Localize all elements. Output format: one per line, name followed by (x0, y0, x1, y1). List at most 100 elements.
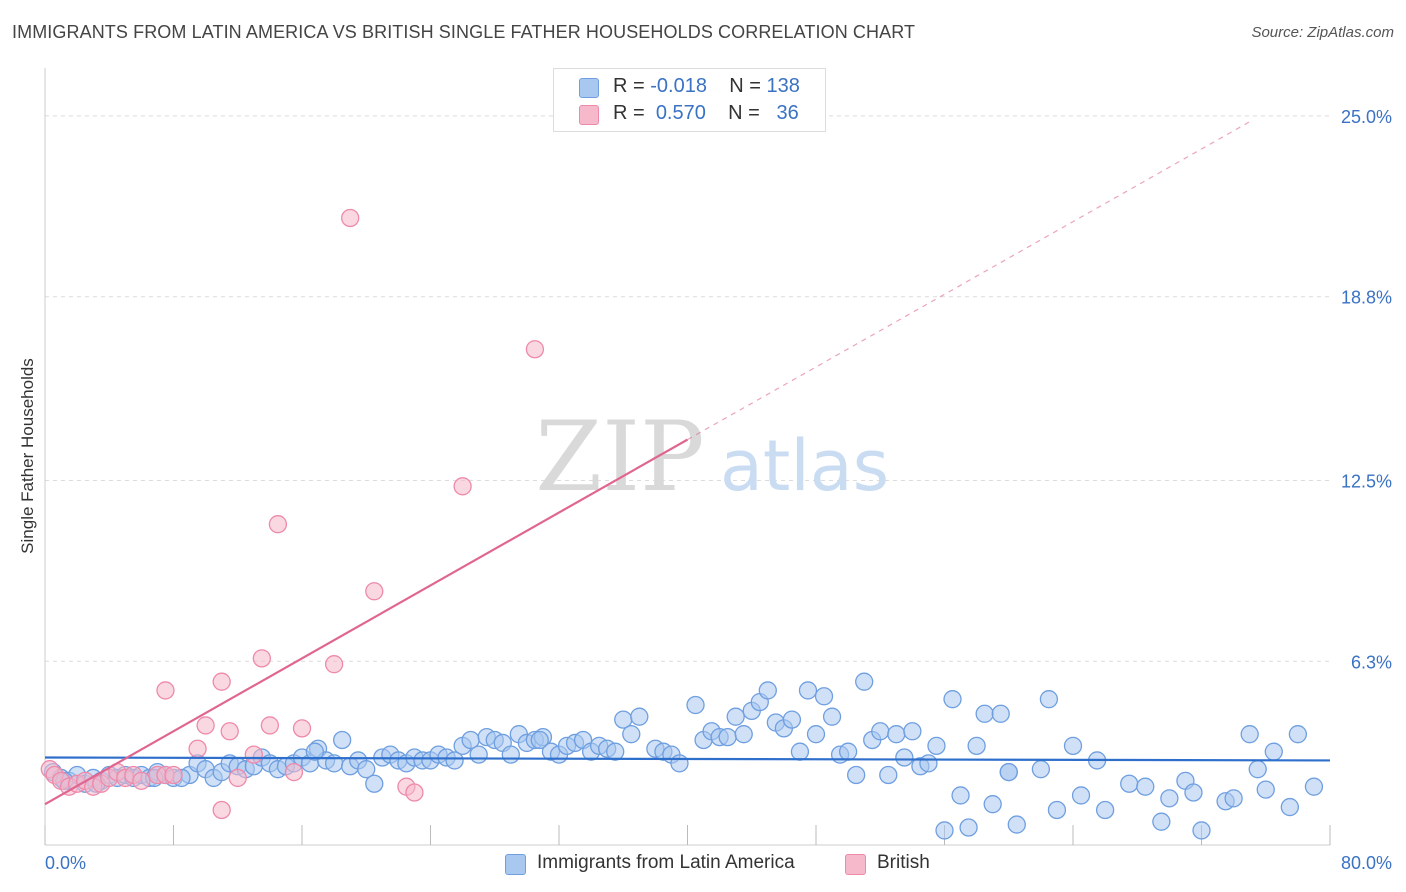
legend-swatch-latin-america (579, 78, 599, 98)
latin-america-point (670, 754, 689, 773)
latin-america-point (1136, 777, 1155, 796)
british-trendline-extension (687, 121, 1250, 441)
latin-america-point (983, 795, 1002, 814)
latin-america-point (991, 704, 1010, 723)
latin-america-point (1152, 812, 1171, 831)
latin-america-point (1120, 774, 1139, 793)
legend-r-label: R = (613, 75, 645, 97)
latin-america-point (927, 736, 946, 755)
latin-america-point (606, 742, 625, 761)
legend-r-value: 0.570 (655, 102, 706, 124)
latin-america-point (838, 742, 858, 761)
latin-america-point (975, 704, 994, 723)
latin-america-point (1184, 783, 1203, 802)
british-point (164, 765, 183, 785)
latin-america-point (1288, 725, 1308, 744)
british-point (132, 771, 151, 790)
watermark-zip: ZIP (535, 401, 704, 513)
latin-america-point (357, 760, 376, 779)
latin-america-point (718, 727, 737, 747)
latin-america-point (790, 742, 810, 761)
tick-labels: 6.3% 12.5% 18.8% 25.0% 0.0% 80.0% (45, 107, 1392, 873)
legend-n-value: 138 (766, 75, 800, 97)
latin-america-point (1031, 760, 1051, 779)
legend-n-value: 36 (776, 102, 799, 124)
y-tick-label: 18.8% (1341, 288, 1392, 308)
latin-america-point (686, 695, 705, 715)
latin-america-point (887, 725, 906, 744)
latin-america-point (951, 786, 970, 805)
latin-america-point (734, 725, 753, 744)
british-point (525, 340, 545, 359)
british-point (284, 762, 304, 782)
latin-america-point (622, 725, 641, 744)
latin-america-point (1224, 789, 1243, 808)
latin-america-point (365, 774, 384, 793)
latin-america-point (1248, 760, 1267, 779)
y-tick-label: 12.5% (1341, 471, 1392, 491)
legend-r-label: R = (613, 102, 645, 124)
latin-america-point (782, 710, 802, 729)
british-point (260, 716, 280, 735)
legend-label-latin-america: Immigrants from Latin America (537, 852, 795, 873)
latin-america-point (1007, 815, 1026, 834)
axis-layer (44, 68, 1331, 846)
latin-america-point (1304, 777, 1324, 796)
british-point (324, 655, 344, 674)
grid-layer (45, 115, 1330, 662)
latin-america-point (469, 745, 488, 764)
latin-america-point (445, 751, 464, 770)
british-trendline (44, 438, 689, 806)
british-point (212, 800, 231, 820)
latin-america-point (814, 687, 834, 706)
latin-america-point (1240, 725, 1259, 744)
latin-america-point (630, 707, 649, 726)
source-credit: Source: ZipAtlas.com (1251, 24, 1394, 41)
legend-n-label: N = (729, 75, 761, 97)
latin-america-point (806, 725, 826, 744)
latin-america-point (758, 681, 777, 700)
latin-america-point (1095, 800, 1115, 820)
british-point (188, 739, 207, 758)
legend-n-label: N = (728, 102, 760, 124)
british-point (212, 672, 231, 691)
latin-america-point (847, 765, 866, 785)
latin-america-point (333, 730, 352, 750)
british-point (244, 745, 263, 764)
british-point (220, 722, 239, 741)
latin-america-point (305, 742, 325, 761)
latin-america-point (919, 754, 938, 773)
chart-title: IMMIGRANTS FROM LATIN AMERICA VS BRITISH… (12, 22, 916, 42)
british-point (365, 582, 384, 601)
latin-america-point (943, 690, 962, 709)
y-tick-label: 25.0% (1341, 107, 1392, 127)
latin-america-point (1047, 800, 1067, 820)
british-point (228, 768, 247, 788)
latin-america-point (822, 707, 842, 726)
latin-america-point (1264, 742, 1283, 761)
british-point (196, 716, 215, 735)
latin-america-point (1071, 786, 1091, 805)
latin-america-point (798, 681, 818, 700)
legend-swatch-latin-america (505, 854, 526, 875)
latin-america-point (871, 722, 890, 741)
latin-america-point (967, 736, 986, 755)
british-point (292, 719, 312, 738)
legend-r-value: -0.018 (650, 75, 707, 97)
latin-america-point (895, 748, 914, 767)
british-point (156, 681, 175, 700)
latin-america-point (1280, 797, 1299, 817)
latin-america-point (1063, 736, 1083, 755)
legend-label-british: British (877, 852, 930, 873)
latin-america-point (726, 707, 745, 726)
british-point (405, 783, 424, 802)
latin-america-point (903, 722, 922, 741)
points-layer (40, 208, 1324, 840)
latin-america-point (1256, 780, 1275, 799)
latin-america-point (1160, 789, 1179, 808)
x-tick-label-max: 80.0% (1341, 853, 1392, 873)
watermark-atlas: atlas (720, 425, 889, 507)
british-point (453, 477, 472, 496)
legend-swatch-british (579, 105, 599, 125)
